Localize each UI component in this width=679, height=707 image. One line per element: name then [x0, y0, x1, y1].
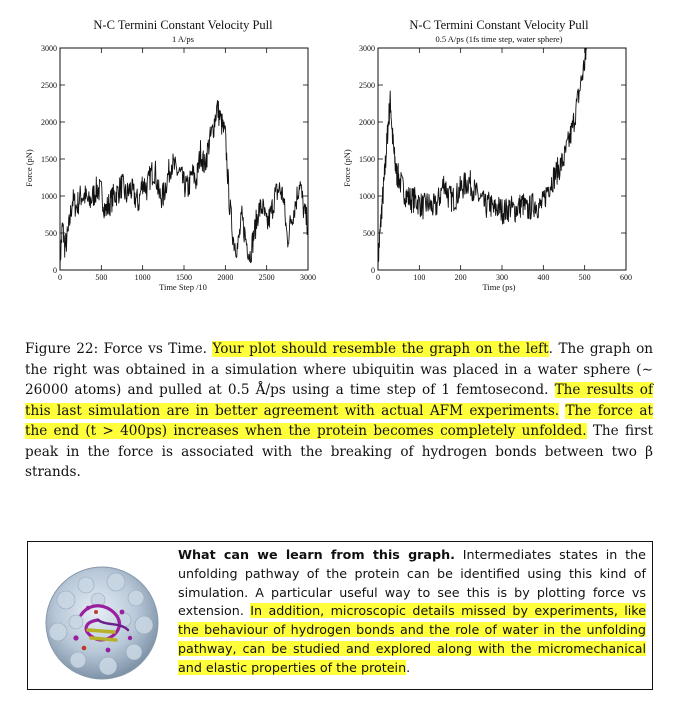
chart-left: N-C Termini Constant Velocity Pull 1 A/p… — [20, 10, 320, 295]
caption-prefix: Figure 22: Force vs Time. — [25, 341, 213, 357]
x-tick-label: 1500 — [176, 273, 192, 282]
force-series-line — [60, 100, 308, 270]
x-tick-label: 100 — [413, 273, 425, 282]
y-tick-label: 3000 — [359, 44, 375, 53]
caption-mid-1: . The graph on the right was obtained in… — [25, 341, 654, 398]
x-tick-label: 400 — [537, 273, 549, 282]
x-tick-label: 200 — [455, 273, 467, 282]
chart-right: N-C Termini Constant Velocity Pull 0.5 A… — [338, 10, 638, 295]
protein-water-sphere-image — [36, 560, 168, 686]
y-tick-label: 0 — [53, 266, 57, 275]
info-text-1: Intermediates states in the unfolding pa… — [178, 547, 646, 619]
chart-title: N-C Termini Constant Velocity Pull — [93, 18, 273, 32]
x-tick-label: 500 — [95, 273, 107, 282]
y-axis-label: Force (pN) — [342, 149, 352, 187]
chart-title: N-C Termini Constant Velocity Pull — [409, 18, 589, 32]
chart-subtitle: 1 A/ps — [172, 34, 194, 44]
info-text: What can we learn from this graph. Inter… — [178, 546, 647, 678]
y-tick-label: 2500 — [41, 81, 57, 90]
y-tick-label: 1500 — [359, 155, 375, 164]
y-tick-label: 500 — [363, 229, 375, 238]
plot-frame — [59, 47, 309, 271]
y-tick-label: 1000 — [41, 192, 57, 201]
plot-area: 0 100 200 300 400 500 600 0 500 1000 1500 2000 2500 3… — [359, 44, 632, 282]
y-tick-label: 0 — [371, 266, 375, 275]
x-tick-label: 2500 — [259, 273, 275, 282]
x-tick-label: 3000 — [300, 273, 316, 282]
y-tick-label: 1500 — [41, 155, 57, 164]
force-series-line — [378, 48, 587, 270]
x-tick-label: 300 — [496, 273, 508, 282]
y-tick-label: 1000 — [359, 192, 375, 201]
info-text-2: . — [406, 659, 411, 675]
x-tick-label: 2000 — [217, 273, 233, 282]
x-tick-label: 1000 — [135, 273, 151, 282]
y-tick-label: 2500 — [359, 81, 375, 90]
chart-right-svg: N-C Termini Constant Velocity Pull 0.5 A… — [342, 18, 632, 292]
y-tick-label: 3000 — [41, 44, 57, 53]
y-tick-label: 2000 — [359, 118, 375, 127]
info-heading: What can we learn from this graph. — [178, 547, 455, 562]
y-tick-label: 500 — [45, 229, 57, 238]
x-tick-label: 600 — [620, 273, 632, 282]
x-tick-label: 0 — [376, 273, 380, 282]
y-tick-label: 2000 — [41, 118, 57, 127]
plot-frame — [377, 47, 627, 271]
protein-illustration — [45, 566, 159, 680]
chart-left-svg: N-C Termini Constant Velocity Pull 1 A/p… — [24, 18, 316, 292]
x-axis-label: Time (ps) — [483, 282, 516, 292]
x-tick-label: 0 — [58, 273, 62, 282]
x-tick-label: 500 — [579, 273, 591, 282]
y-axis-label: Force (pN) — [24, 149, 34, 187]
info-box: What can we learn from this graph. Inter… — [27, 541, 653, 690]
caption-highlight-1: Your plot should resemble the graph on t… — [212, 341, 549, 357]
figure-caption: Figure 22: Force vs Time. Your plot shou… — [25, 339, 653, 483]
x-axis-label: Time Step /10 — [159, 282, 207, 292]
plot-area: 0 500 1000 1500 2000 2500 3000 0 500 1000 1500 2000… — [41, 44, 316, 282]
caption-suffix: The first peak in the force is associate… — [25, 423, 653, 480]
chart-subtitle: 0.5 A/ps (1fs time step, water sphere) — [436, 34, 563, 44]
